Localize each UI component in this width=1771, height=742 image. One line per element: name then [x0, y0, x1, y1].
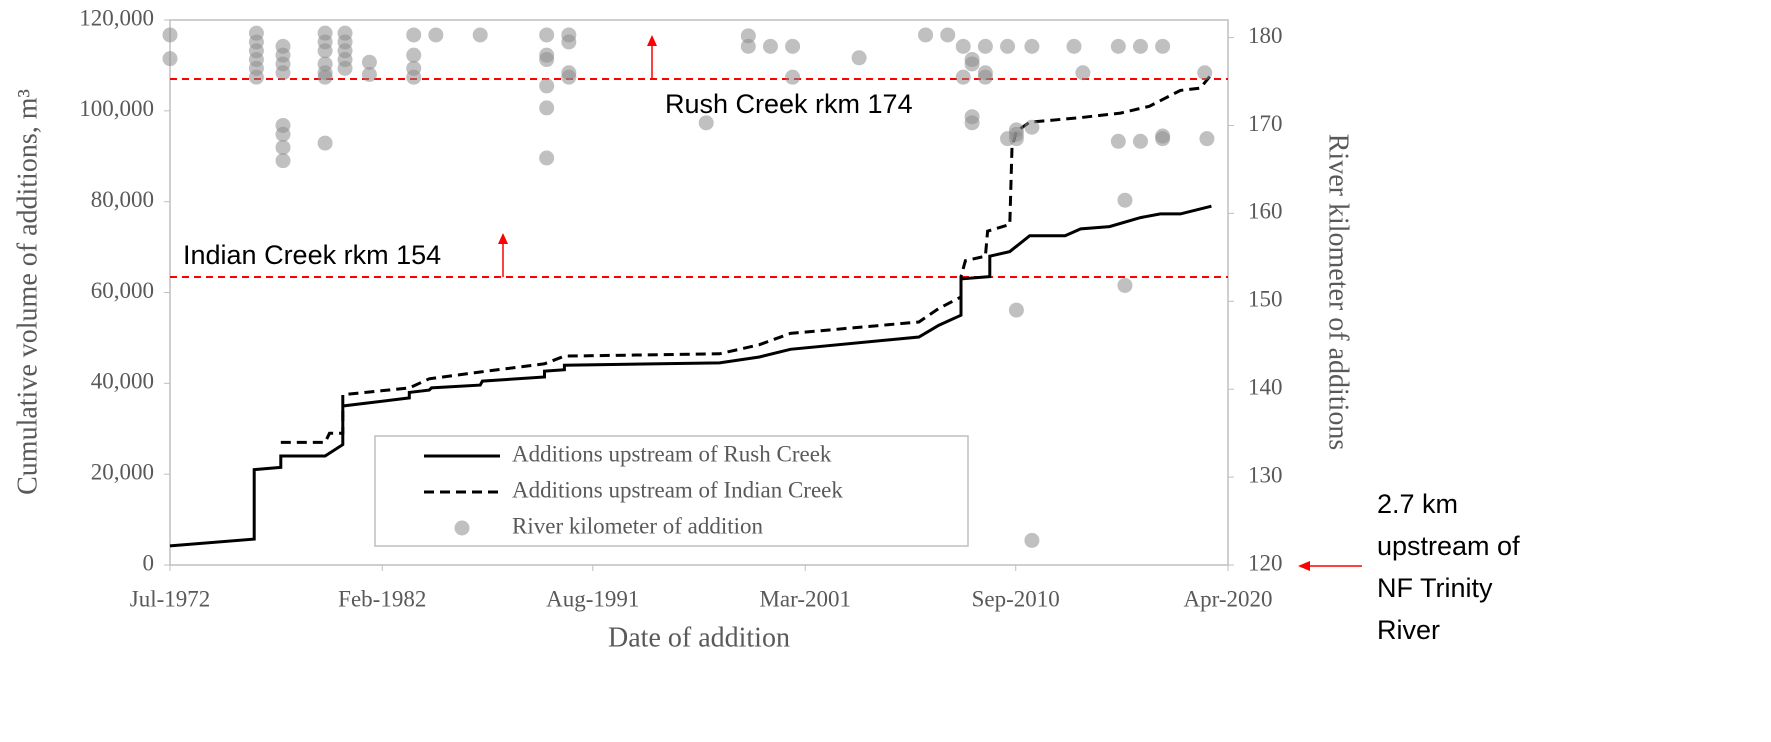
- data-point: [275, 139, 291, 155]
- side-note: upstream of: [1377, 531, 1520, 561]
- data-point: [1075, 65, 1091, 81]
- reference-label: Indian Creek rkm 154: [183, 240, 441, 270]
- data-point: [561, 69, 577, 85]
- x-tick-label: Mar-2001: [759, 586, 851, 611]
- y-tick-label: 40,000: [91, 369, 154, 394]
- legend-marker: [454, 520, 470, 536]
- data-point: [275, 65, 291, 81]
- data-point: [539, 100, 555, 116]
- data-point: [977, 65, 993, 81]
- data-point: [1132, 38, 1148, 54]
- y-tick-label: 20,000: [91, 459, 154, 484]
- data-point: [1199, 131, 1215, 147]
- data-point: [785, 69, 801, 85]
- data-point: [785, 38, 801, 54]
- data-point: [472, 27, 488, 43]
- data-point: [428, 27, 444, 43]
- data-point: [955, 69, 971, 85]
- data-point: [1117, 277, 1133, 293]
- data-point: [406, 69, 422, 85]
- data-line: [169, 204, 1212, 548]
- data-point: [740, 38, 756, 54]
- data-point: [1000, 38, 1016, 54]
- x-tick-label: Jul-1972: [130, 586, 211, 611]
- data-point: [539, 150, 555, 166]
- data-point: [317, 69, 333, 85]
- data-point: [406, 47, 422, 63]
- data-point: [1155, 128, 1171, 144]
- side-note: NF Trinity: [1377, 573, 1493, 603]
- data-point: [1024, 532, 1040, 548]
- data-point: [1024, 119, 1040, 135]
- data-point: [317, 135, 333, 151]
- legend-label: Additions upstream of Rush Creek: [512, 441, 832, 466]
- data-point: [1132, 133, 1148, 149]
- x-tick-label: Aug-1991: [546, 586, 639, 611]
- data-point: [162, 27, 178, 43]
- data-point: [162, 51, 178, 67]
- x-tick-label: Feb-1982: [338, 586, 426, 611]
- data-point: [539, 78, 555, 94]
- data-point: [1117, 192, 1133, 208]
- reference-label: Rush Creek rkm 174: [665, 89, 913, 119]
- y-tick-label: 120,000: [79, 5, 154, 30]
- y2-tick-label: 120: [1248, 550, 1283, 575]
- side-note: River: [1377, 615, 1440, 645]
- data-point: [275, 126, 291, 142]
- y2-tick-label: 130: [1248, 462, 1283, 487]
- y2-tick-label: 180: [1248, 23, 1283, 48]
- data-point: [406, 27, 422, 43]
- y-tick-label: 100,000: [79, 96, 154, 121]
- data-point: [317, 43, 333, 59]
- side-note: 2.7 km: [1377, 489, 1458, 519]
- data-point: [851, 50, 867, 66]
- data-point: [361, 67, 377, 82]
- data-line: [280, 73, 1213, 444]
- data-point: [964, 56, 980, 72]
- data-point: [539, 27, 555, 43]
- y-tick-label: 0: [143, 550, 155, 575]
- legend-label: River kilometer of addition: [512, 513, 764, 538]
- y-axis-title: Cumulative volume of additions, m³: [12, 89, 43, 495]
- y2-tick-label: 160: [1248, 199, 1283, 224]
- note-arrowhead: [1298, 561, 1310, 571]
- data-point: [918, 27, 934, 43]
- data-point: [955, 38, 971, 54]
- data-point: [1008, 302, 1024, 318]
- legend-label: Additions upstream of Indian Creek: [512, 477, 843, 502]
- x-tick-label: Apr-2020: [1184, 586, 1273, 611]
- data-point: [1110, 133, 1126, 149]
- data-point: [940, 27, 956, 43]
- x-axis-title: Date of addition: [608, 622, 790, 653]
- y2-axis-title: River kilometer of additions: [1323, 134, 1354, 451]
- y-tick-label: 60,000: [91, 278, 154, 303]
- data-point: [275, 153, 291, 169]
- y-tick-label: 80,000: [91, 187, 154, 212]
- data-point: [248, 69, 264, 85]
- y2-tick-label: 170: [1248, 111, 1283, 136]
- data-point: [964, 115, 980, 131]
- data-point: [539, 52, 555, 68]
- reference-arrowhead: [647, 35, 657, 47]
- data-point: [1066, 38, 1082, 54]
- data-point: [1008, 131, 1024, 147]
- y2-tick-label: 140: [1248, 374, 1283, 399]
- data-point: [1024, 38, 1040, 54]
- x-tick-label: Sep-2010: [972, 586, 1060, 611]
- data-point: [1110, 38, 1126, 54]
- reference-arrowhead: [498, 233, 508, 245]
- data-point: [561, 34, 577, 50]
- data-point: [977, 38, 993, 54]
- data-point: [762, 38, 778, 54]
- data-point: [1155, 38, 1171, 54]
- y2-tick-label: 150: [1248, 287, 1283, 312]
- data-point: [337, 60, 353, 76]
- data-point: [698, 115, 714, 131]
- data-point: [361, 54, 377, 70]
- data-point: [740, 28, 756, 44]
- data-point: [1197, 65, 1213, 81]
